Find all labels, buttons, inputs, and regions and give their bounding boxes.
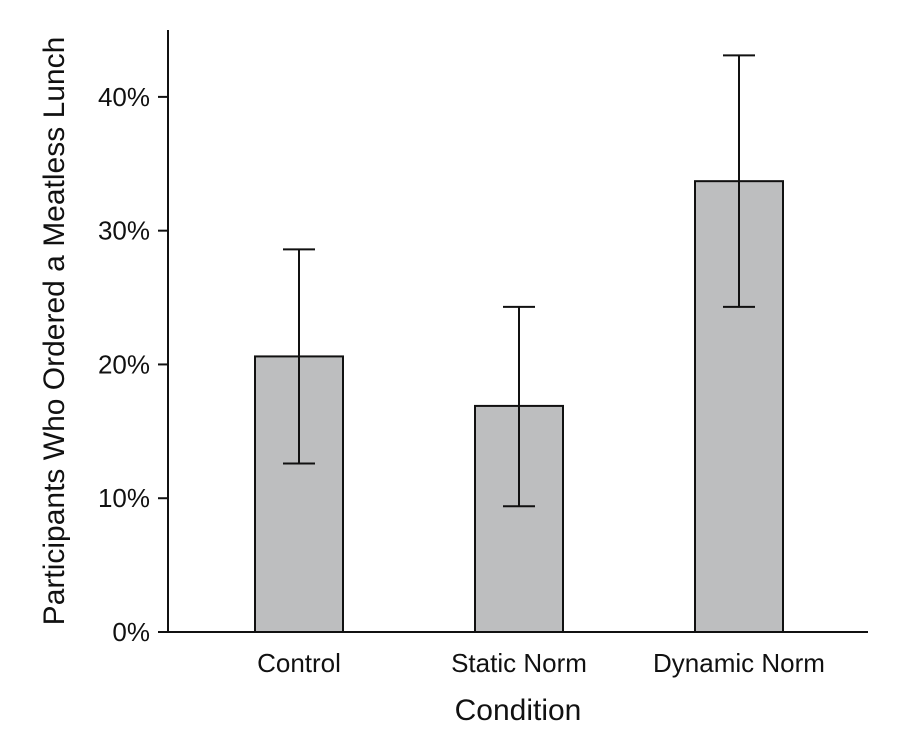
error-bar [503,305,535,508]
x-category-label: Dynamic Norm [653,648,825,678]
y-tick-label: 40% [98,82,150,112]
error-bars-layer [283,54,755,508]
error-bar [723,54,755,308]
y-tick-label: 20% [98,349,150,379]
x-category-label: Control [257,648,341,678]
y-tick-label: 10% [98,483,150,513]
y-ticks-layer: 0% 10% 20% 30% 40% [98,82,168,647]
x-labels-layer: Control Static Norm Dynamic Norm [257,648,825,678]
x-axis-title: Condition [455,694,582,727]
y-tick-label: 30% [98,216,150,246]
x-category-label: Static Norm [451,648,587,678]
axes-layer [167,30,868,633]
y-axis-title: Participants Who Ordered a Meatless Lunc… [38,37,71,626]
error-bar [283,248,315,465]
y-tick-label: 0% [112,617,150,647]
